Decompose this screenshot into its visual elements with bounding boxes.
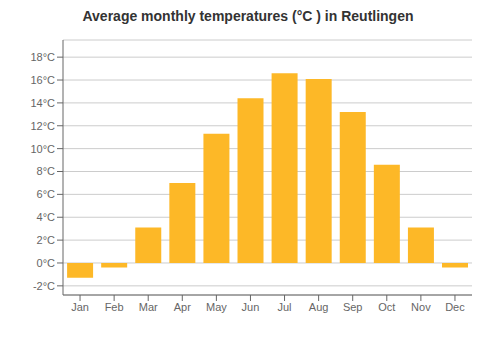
svg-text:4°C: 4°C (37, 211, 56, 223)
svg-text:Jan: Jan (71, 301, 89, 313)
svg-text:Mar: Mar (139, 301, 158, 313)
svg-text:Oct: Oct (378, 301, 395, 313)
svg-text:Apr: Apr (174, 301, 191, 313)
svg-text:2°C: 2°C (37, 234, 56, 246)
svg-text:18°C: 18°C (30, 51, 55, 63)
svg-text:Nov: Nov (411, 301, 431, 313)
svg-text:6°C: 6°C (37, 188, 56, 200)
svg-text:-2°C: -2°C (33, 280, 55, 292)
svg-text:Dec: Dec (445, 301, 465, 313)
svg-text:8°C: 8°C (37, 165, 56, 177)
svg-text:May: May (206, 301, 227, 313)
svg-text:10°C: 10°C (30, 143, 55, 155)
svg-text:Jun: Jun (242, 301, 260, 313)
html-text:Average monthly temperatures (: Average monthly temperatures (°C ) in Re… (82, 8, 414, 24)
svg-text:Sep: Sep (343, 301, 363, 313)
svg-text:Feb: Feb (105, 301, 124, 313)
svg-text:Jul: Jul (278, 301, 292, 313)
svg-text:14°C: 14°C (30, 97, 55, 109)
svg-text:12°C: 12°C (30, 120, 55, 132)
svg-text:0°C: 0°C (37, 257, 56, 269)
svg-text:Aug: Aug (309, 301, 329, 313)
svg-text:16°C: 16°C (30, 74, 55, 86)
